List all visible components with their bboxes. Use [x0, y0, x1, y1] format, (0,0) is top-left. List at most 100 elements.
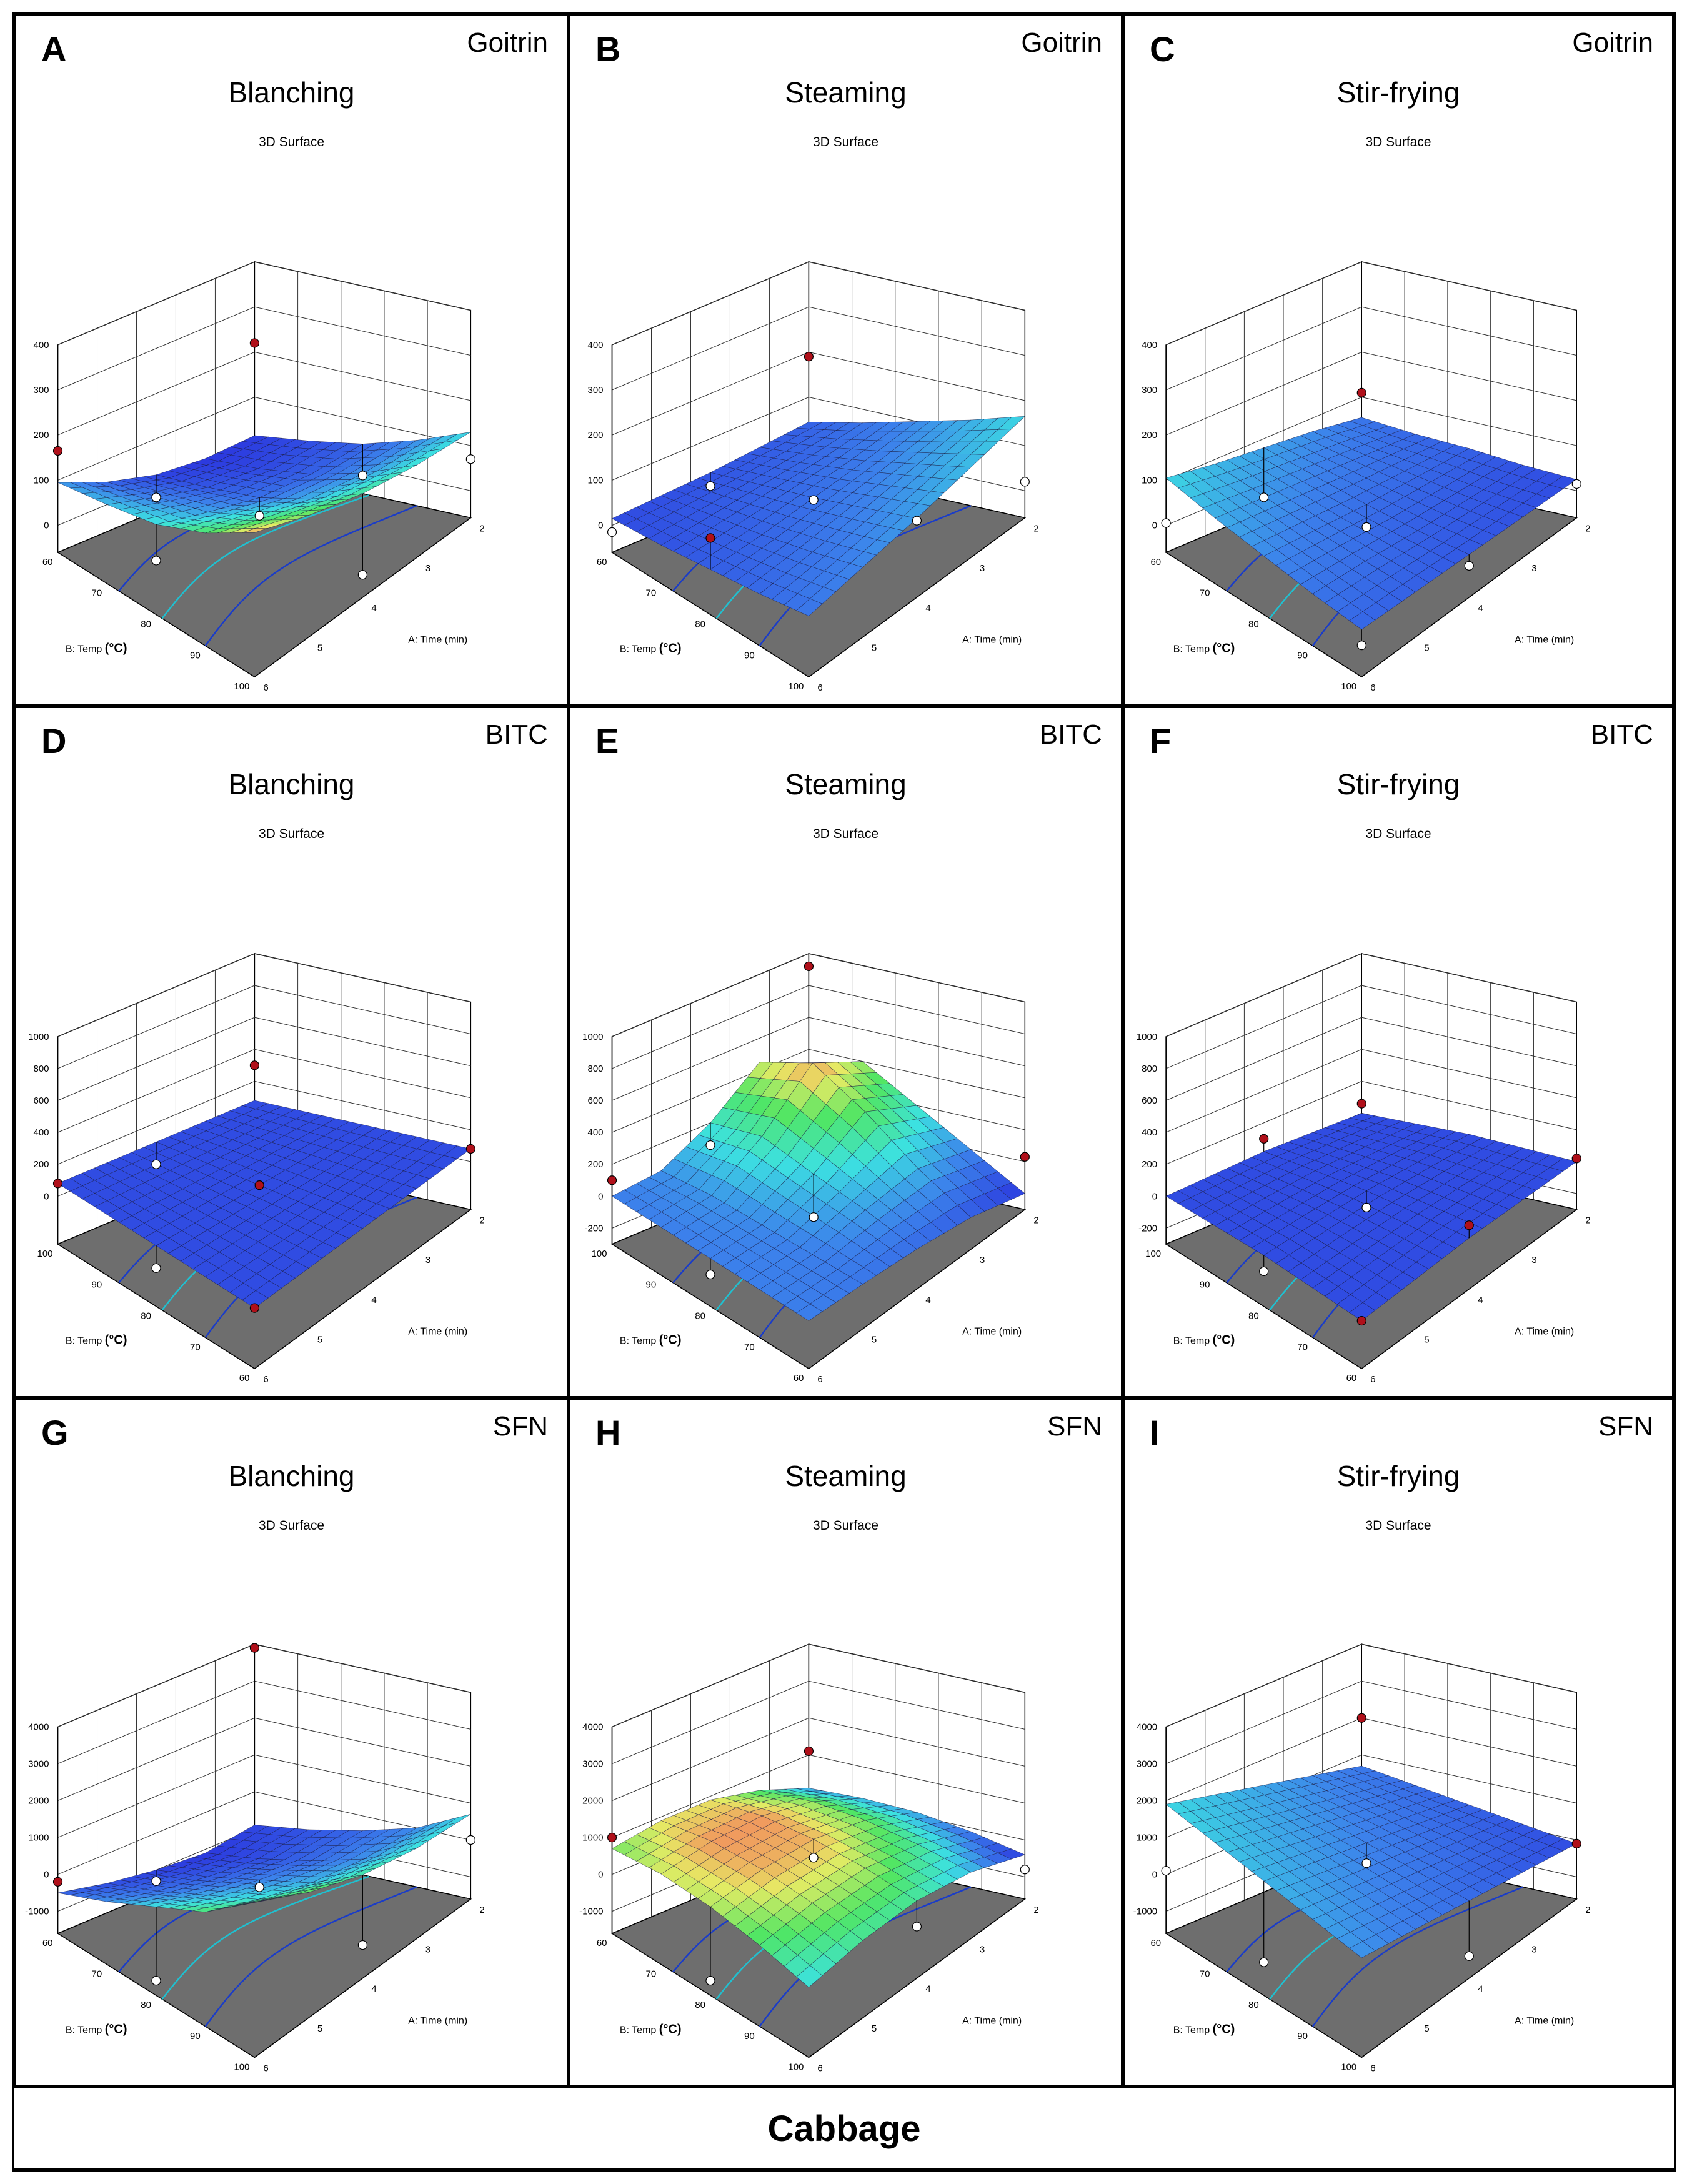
wall-grid-line [1165, 351, 1577, 436]
panel-g: -1000 0 1000 2000 3000 4000 SFN (ng/ml) 2 3 4 5 6 A:… [14, 1398, 569, 2087]
surface-facet [242, 1290, 269, 1309]
x-tick-label: 4 [1478, 603, 1483, 614]
design-point [151, 1159, 161, 1169]
z-tick-label: 0 [598, 1870, 603, 1880]
surface-mesh [57, 1813, 471, 1913]
wall-grid-line [1165, 953, 1577, 1037]
cooking-method-title: Steaming [785, 768, 907, 800]
wall-grid-line [57, 985, 471, 1069]
panel-letter: H [595, 1413, 621, 1452]
design-point [1259, 1957, 1269, 1967]
z-tick-label: 400 [1142, 1127, 1157, 1138]
z-tick-label: 0 [598, 521, 603, 531]
wall-grid-line [1165, 1080, 1577, 1165]
panel-letter: D [41, 721, 67, 760]
design-point [809, 1853, 819, 1863]
y-axis-label: B: Temp (°C) [620, 1334, 682, 1347]
z-tick-label: 200 [33, 1159, 49, 1170]
z-tick-label: 0 [44, 521, 49, 531]
cooking-method-title: Blanching [228, 1460, 355, 1492]
x-tick-label: 2 [479, 1905, 484, 1915]
design-point [254, 1882, 264, 1892]
compound-label: Goitrin [1572, 27, 1653, 58]
design-point [1020, 1865, 1030, 1875]
surface-title: 3D Surface [258, 1518, 325, 1533]
surface-title: 3D Surface [258, 135, 325, 149]
compound-label: SFN [1047, 1411, 1102, 1442]
design-point [1571, 1154, 1581, 1164]
surface-mesh [611, 1061, 1025, 1321]
y-axis-label: B: Temp (°C) [620, 2022, 682, 2036]
surface-facet [1349, 1302, 1376, 1321]
floor-contour-line [204, 1886, 417, 2027]
z-tick-label: 4000 [28, 1722, 49, 1732]
z-tick-label: 100 [1142, 475, 1157, 486]
x-tick-label: 4 [1478, 1295, 1483, 1305]
design-point [804, 351, 814, 362]
y-tick-label: 60 [1150, 1938, 1161, 1948]
surface-mesh [611, 1788, 1026, 1988]
z-tick-label: 3000 [28, 1758, 49, 1769]
x-tick-label: 3 [1531, 563, 1536, 574]
surface-facet [242, 527, 269, 533]
design-point [1361, 522, 1371, 532]
z-axis-label: SFN (ng/ml) [570, 1803, 571, 1857]
z-tick-label: 300 [1142, 385, 1157, 396]
design-point [1464, 561, 1474, 571]
surface-plot-b: 0 100 200 300 400 Goitrin (ng/ml) 2 3 4 5 6 A: Time… [570, 261, 1039, 693]
wall-grid-line [1165, 1049, 1577, 1133]
z-tick-label: 2000 [28, 1796, 49, 1807]
design-point [357, 471, 367, 481]
panel-letter: C [1150, 29, 1175, 69]
design-point [249, 1303, 260, 1313]
design-point [912, 516, 922, 526]
z-tick-label: 200 [587, 430, 603, 441]
surface-plot-h: -1000 0 1000 2000 3000 4000 SFN (ng/ml) 2 3 4 5 6 A:… [570, 1643, 1039, 2073]
design-point [705, 1269, 715, 1280]
x-tick-label: 6 [817, 2063, 822, 2073]
x-axis-label: A: Time (min) [962, 1327, 1022, 1337]
floor-contour-line [161, 1875, 370, 2000]
surface-facet [796, 598, 823, 617]
x-tick-label: 5 [1424, 1335, 1429, 1345]
x-tick-label: 4 [925, 1984, 930, 1995]
y-tick-label: 90 [646, 1280, 657, 1290]
y-tick-label: 90 [190, 650, 201, 661]
y-tick-label: 100 [788, 681, 804, 692]
surface-plot-d: 0 200 400 600 800 1000 BITC (ng/ml) 2 3 4 5 6 A: Tim… [16, 952, 485, 1385]
x-tick-label: 6 [817, 682, 822, 693]
y-tick-label: 80 [1248, 619, 1259, 630]
x-tick-label: 2 [1033, 1905, 1038, 1915]
wall-grid-line [1165, 985, 1577, 1069]
y-axis-label: B: Temp (°C) [1173, 2022, 1235, 2036]
panel-letter: A [41, 29, 67, 69]
design-point [607, 1832, 617, 1843]
x-tick-label: 3 [980, 1944, 985, 1955]
y-tick-label: 100 [1145, 1249, 1161, 1259]
design-point [151, 556, 161, 566]
y-tick-label: 70 [1200, 1969, 1210, 1980]
y-tick-label: 100 [1341, 2062, 1356, 2072]
z-tick-label: 400 [33, 340, 49, 351]
x-tick-label: 3 [425, 1255, 430, 1265]
x-tick-label: 4 [925, 1295, 930, 1305]
surface-mesh [611, 416, 1026, 617]
wall-grid-line [612, 261, 1025, 346]
z-tick-label: 400 [33, 1127, 49, 1138]
y-axis-label: B: Temp (°C) [620, 642, 682, 656]
z-tick-label: 0 [598, 1191, 603, 1202]
surface-title: 3D Surface [1365, 135, 1431, 149]
z-tick-label: 400 [1142, 340, 1157, 351]
y-tick-label: 90 [1297, 650, 1308, 661]
x-tick-label: 4 [371, 1295, 376, 1305]
z-tick-label: 800 [587, 1064, 603, 1074]
y-tick-label: 80 [1248, 2000, 1259, 2010]
x-tick-label: 5 [317, 2023, 322, 2034]
z-tick-label: 800 [33, 1064, 49, 1074]
x-tick-label: 5 [872, 643, 877, 654]
z-tick-label: 800 [1142, 1064, 1157, 1074]
wall-grid-line [57, 1049, 471, 1133]
z-tick-label: 1000 [582, 1833, 603, 1843]
z-tick-label: 0 [1152, 1191, 1157, 1202]
z-tick-label: 400 [587, 340, 603, 351]
